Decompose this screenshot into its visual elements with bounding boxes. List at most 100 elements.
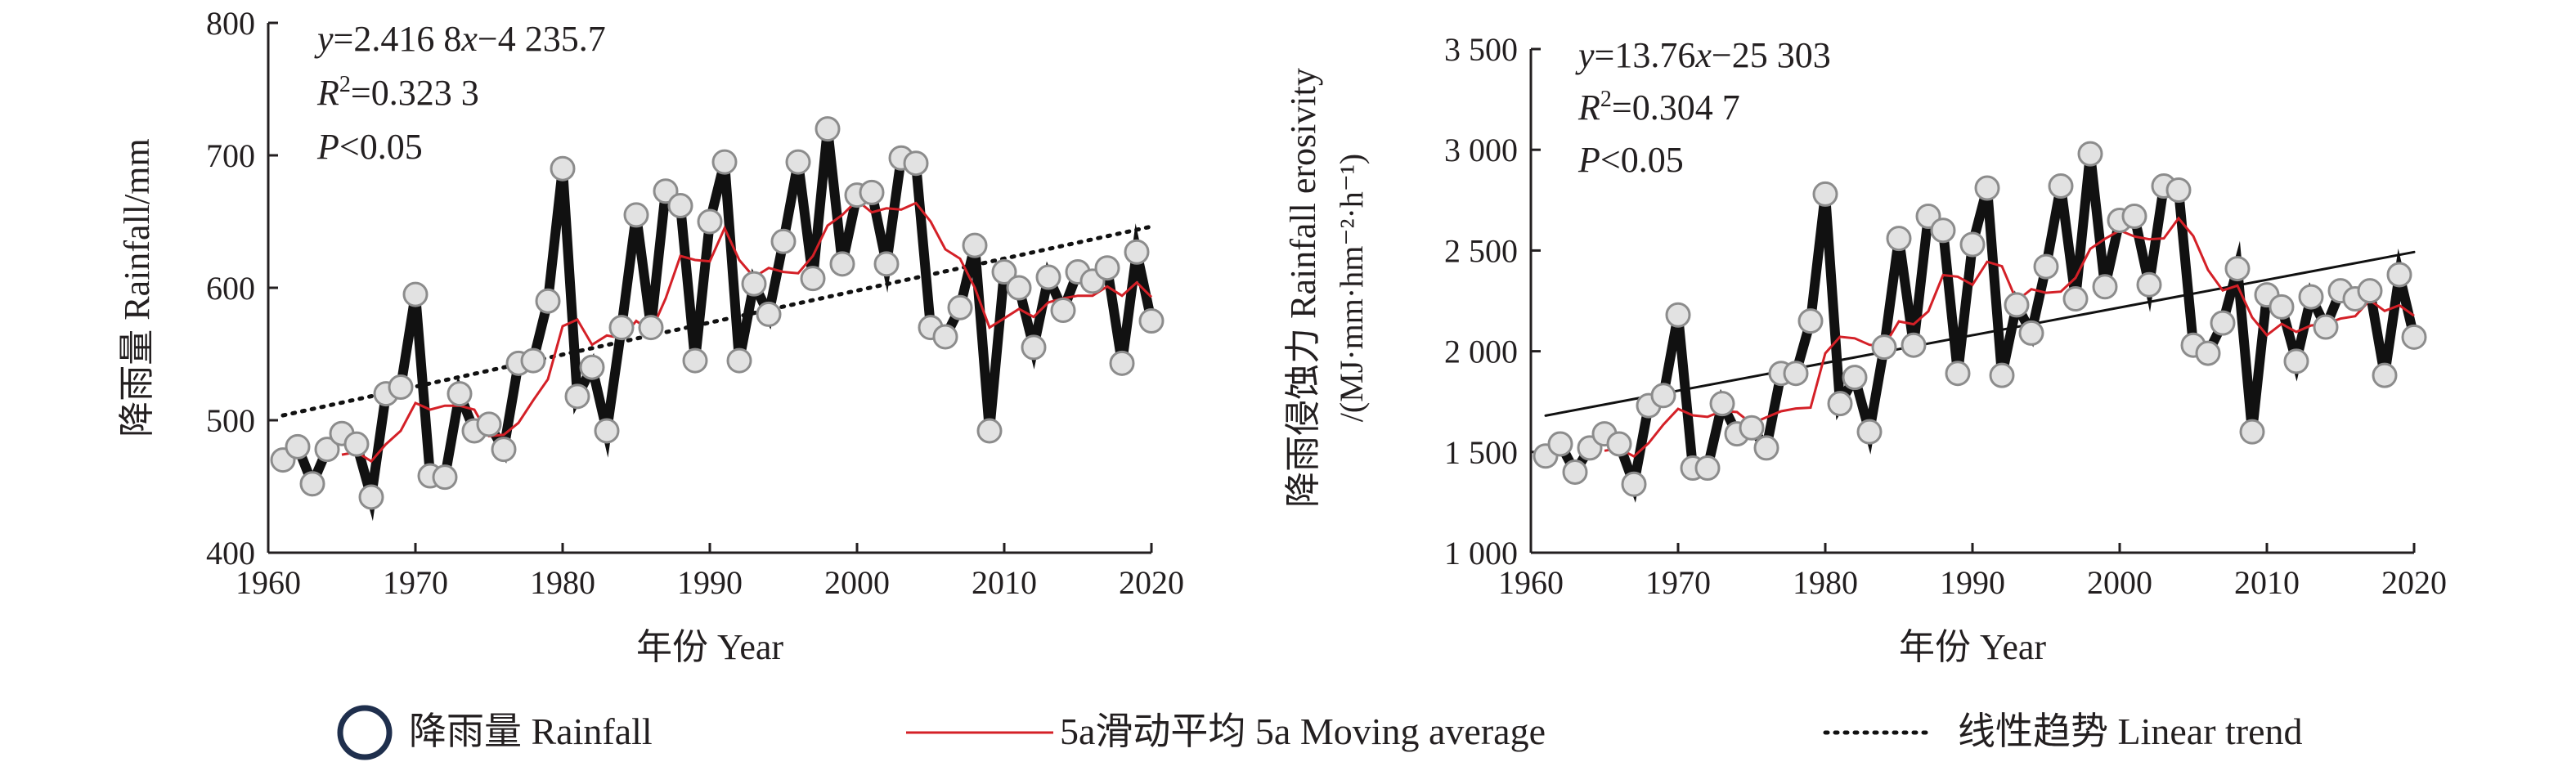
data-point (1842, 365, 1868, 391)
data-point (2018, 320, 2044, 346)
data-point (2136, 271, 2162, 298)
data-point (682, 347, 708, 374)
moving-average-line (1604, 216, 2415, 459)
data-point (447, 381, 473, 407)
data-point (1989, 362, 2015, 388)
data-point (2313, 314, 2339, 340)
linear-trend-line (280, 224, 1154, 418)
data-point (1886, 226, 1912, 252)
data-point (2357, 278, 2383, 304)
data-point (1138, 308, 1165, 334)
regression-annotation: P<0.05 (316, 127, 423, 167)
data-point (535, 288, 561, 314)
data-point (594, 418, 620, 444)
data-point (2004, 292, 2030, 318)
data-point (2121, 204, 2147, 230)
legend-trend-label: 线性趋势 Linear trend (1958, 710, 2303, 752)
y-tick-label: 400 (206, 535, 255, 572)
data-point (667, 193, 693, 219)
data-point (2401, 324, 2427, 350)
data-point (299, 471, 325, 497)
series-main-line (279, 128, 1156, 522)
x-tick-label: 1970 (383, 564, 448, 601)
chart-panel-right: 1 000 1 500 2 000 2 500 3 000 3 500 1960 1970 19… (1283, 31, 2447, 667)
x-tick-label: 2010 (2234, 564, 2300, 601)
data-point (859, 179, 885, 205)
y-tick-label: 700 (206, 137, 255, 174)
regression-annotation: y=2.416 8x−4 235.7 (314, 19, 606, 59)
data-point (1945, 361, 1971, 387)
data-point (2077, 141, 2103, 167)
y-tick-label: 3 000 (1444, 132, 1518, 168)
data-point (491, 437, 517, 463)
data-point (1812, 181, 1838, 207)
data-point (1006, 275, 1032, 301)
data-point (623, 202, 649, 228)
data-point (314, 437, 340, 463)
data-point (785, 149, 811, 175)
data-point (932, 324, 958, 350)
data-point (726, 347, 752, 374)
data-point (770, 228, 797, 254)
x-tick-label: 1980 (530, 564, 595, 601)
y-tick-label: 2 500 (1444, 232, 1518, 269)
data-point (2269, 294, 2295, 320)
data-point (520, 347, 546, 374)
data-point (1974, 175, 2000, 201)
data-point (550, 155, 576, 182)
y-tick-label: 1 000 (1444, 535, 1518, 572)
data-point (2298, 284, 2324, 310)
data-point (1739, 415, 1765, 441)
data-point (1856, 419, 1883, 445)
data-point (2165, 177, 2192, 203)
data-point (1753, 435, 1779, 461)
data-point (1871, 334, 1897, 361)
data-point (800, 266, 826, 292)
y-axis-unit-label: /(MJ·mm·hm⁻²·h⁻¹) (1333, 154, 1370, 422)
data-point (2033, 253, 2059, 280)
x-tick-label: 1990 (1940, 564, 2005, 601)
data-point (2239, 419, 2265, 445)
y-tick-label: 600 (206, 270, 255, 307)
data-point (564, 383, 590, 410)
legend-rainfall-marker (337, 705, 393, 760)
data-point (1606, 431, 1632, 457)
data-point (1827, 391, 1853, 417)
data-point (873, 251, 900, 277)
regression-annotation: y=13.76x−25 303 (1575, 35, 1831, 75)
data-point (1694, 455, 1721, 482)
data-point (1621, 471, 1647, 497)
x-tick-label: 1960 (1498, 564, 1564, 601)
data-point (991, 259, 1017, 285)
data-point (815, 116, 841, 142)
data-point (711, 149, 738, 175)
x-tick-label: 1960 (236, 564, 301, 601)
y-tick-label: 1 500 (1444, 434, 1518, 471)
data-point (2195, 340, 2221, 366)
data-point (2283, 348, 2309, 374)
x-tick-label: 1990 (677, 564, 743, 601)
x-axis-label: 年份 Year (636, 627, 783, 667)
data-point (2062, 286, 2089, 312)
data-point (1930, 217, 1956, 244)
regression-annotation: P<0.05 (1577, 140, 1684, 180)
data-point (402, 281, 429, 307)
data-point (1094, 255, 1120, 281)
data-point (1901, 332, 1927, 358)
data-point (2224, 256, 2251, 282)
data-point (1709, 391, 1735, 417)
data-point (947, 294, 973, 320)
y-tick-label: 3 500 (1444, 31, 1518, 68)
y-axis-label: 降雨侵蚀力 Rainfall erosivity (1283, 68, 1323, 508)
data-point (962, 232, 988, 258)
data-point (2386, 262, 2412, 288)
data-point (1035, 264, 1061, 290)
data-point (1797, 308, 1824, 334)
data-point (903, 150, 929, 177)
data-point (285, 433, 311, 459)
data-point (976, 418, 1003, 444)
data-point (1021, 334, 1047, 361)
data-point (697, 208, 723, 235)
data-point (829, 251, 855, 277)
